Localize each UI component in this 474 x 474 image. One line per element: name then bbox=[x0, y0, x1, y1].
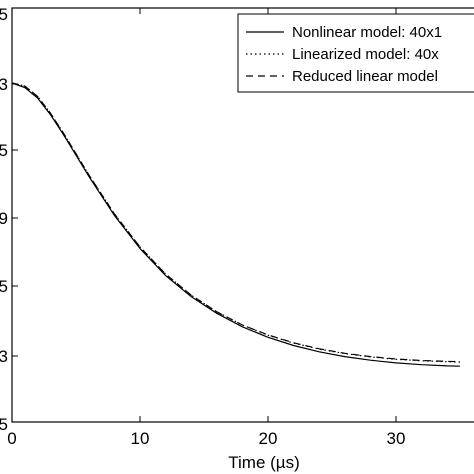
x-axis-ticks: 0 10 20 30 bbox=[7, 8, 405, 448]
legend: Nonlinear model: 40x1 Linearized model: 4… bbox=[237, 13, 474, 93]
legend-box bbox=[237, 13, 474, 93]
y-tick-label: 5 bbox=[0, 415, 8, 434]
x-axis-title: Time (µs) bbox=[228, 453, 300, 472]
y-tick-label: 5 bbox=[0, 5, 8, 24]
series-line bbox=[11, 82, 461, 367]
x-tick-label: 10 bbox=[131, 429, 150, 448]
legend-items: Nonlinear model: 40x1 Linearized model: 4… bbox=[246, 24, 442, 85]
legend-label: Linearized model: 40x bbox=[292, 46, 439, 63]
y-tick-label: 3 bbox=[0, 75, 8, 94]
y-tick-label: 5 bbox=[0, 277, 8, 296]
y-tick-label: 9 bbox=[0, 209, 8, 228]
y-tick-label: 3 bbox=[0, 347, 8, 366]
series-layer bbox=[11, 82, 461, 367]
y-tick-label: 5 bbox=[0, 141, 8, 160]
legend-label: Reduced linear model bbox=[292, 68, 438, 85]
x-tick-label: 0 bbox=[7, 429, 16, 448]
series-line bbox=[11, 82, 461, 363]
x-tick-label: 20 bbox=[259, 429, 278, 448]
x-tick-label: 30 bbox=[387, 429, 406, 448]
legend-label: Nonlinear model: 40x1 bbox=[292, 24, 442, 41]
